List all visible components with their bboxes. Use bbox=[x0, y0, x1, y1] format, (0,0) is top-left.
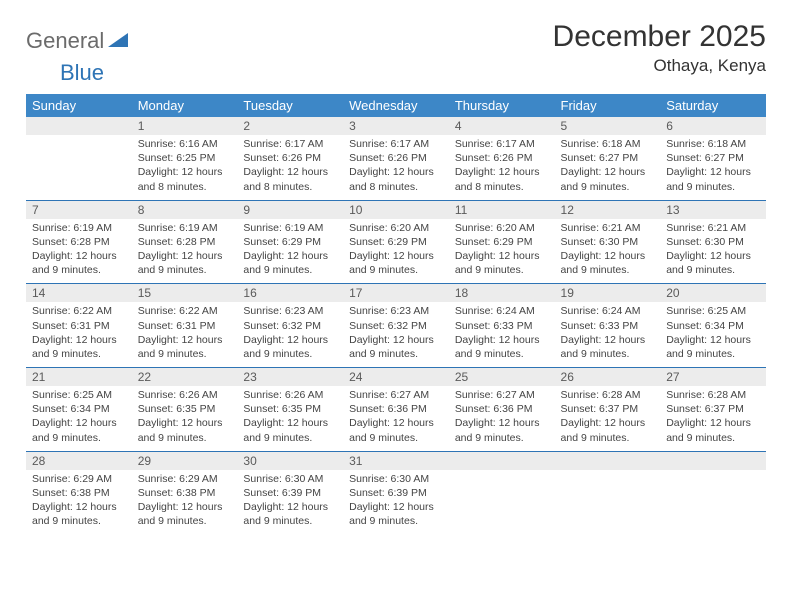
day-info-cell bbox=[26, 135, 132, 200]
weekday-header: Wednesday bbox=[343, 94, 449, 117]
weekday-header: Thursday bbox=[449, 94, 555, 117]
day-number-cell: 27 bbox=[660, 368, 766, 387]
day-number-cell: 28 bbox=[26, 451, 132, 470]
day-info-row: Sunrise: 6:19 AM Sunset: 6:28 PM Dayligh… bbox=[26, 219, 766, 284]
day-info-cell: Sunrise: 6:25 AM Sunset: 6:34 PM Dayligh… bbox=[26, 386, 132, 451]
calendar-table: Sunday Monday Tuesday Wednesday Thursday… bbox=[26, 94, 766, 534]
day-info-cell: Sunrise: 6:30 AM Sunset: 6:39 PM Dayligh… bbox=[343, 470, 449, 535]
day-info-cell: Sunrise: 6:18 AM Sunset: 6:27 PM Dayligh… bbox=[660, 135, 766, 200]
day-number-cell: 19 bbox=[555, 284, 661, 303]
day-number-cell: 5 bbox=[555, 117, 661, 135]
day-info-cell: Sunrise: 6:24 AM Sunset: 6:33 PM Dayligh… bbox=[555, 302, 661, 367]
day-info-row: Sunrise: 6:29 AM Sunset: 6:38 PM Dayligh… bbox=[26, 470, 766, 535]
daynum-row: 14151617181920 bbox=[26, 284, 766, 303]
day-info-cell: Sunrise: 6:19 AM Sunset: 6:28 PM Dayligh… bbox=[132, 219, 238, 284]
day-info-row: Sunrise: 6:16 AM Sunset: 6:25 PM Dayligh… bbox=[26, 135, 766, 200]
day-number-cell: 24 bbox=[343, 368, 449, 387]
day-number-cell: 21 bbox=[26, 368, 132, 387]
day-number-cell bbox=[26, 117, 132, 135]
day-number-cell bbox=[449, 451, 555, 470]
day-info-cell: Sunrise: 6:20 AM Sunset: 6:29 PM Dayligh… bbox=[343, 219, 449, 284]
day-info-cell: Sunrise: 6:17 AM Sunset: 6:26 PM Dayligh… bbox=[237, 135, 343, 200]
day-number-cell: 1 bbox=[132, 117, 238, 135]
day-info-cell: Sunrise: 6:19 AM Sunset: 6:28 PM Dayligh… bbox=[26, 219, 132, 284]
day-number-cell: 15 bbox=[132, 284, 238, 303]
day-number-cell: 2 bbox=[237, 117, 343, 135]
day-number-cell: 22 bbox=[132, 368, 238, 387]
logo-triangle-icon bbox=[108, 31, 128, 52]
logo-text-blue: Blue bbox=[26, 60, 104, 85]
weekday-header: Saturday bbox=[660, 94, 766, 117]
day-info-cell: Sunrise: 6:29 AM Sunset: 6:38 PM Dayligh… bbox=[26, 470, 132, 535]
day-info-cell: Sunrise: 6:29 AM Sunset: 6:38 PM Dayligh… bbox=[132, 470, 238, 535]
day-info-cell: Sunrise: 6:22 AM Sunset: 6:31 PM Dayligh… bbox=[132, 302, 238, 367]
day-info-row: Sunrise: 6:22 AM Sunset: 6:31 PM Dayligh… bbox=[26, 302, 766, 367]
day-info-cell bbox=[449, 470, 555, 535]
day-info-cell: Sunrise: 6:27 AM Sunset: 6:36 PM Dayligh… bbox=[343, 386, 449, 451]
weekday-header: Friday bbox=[555, 94, 661, 117]
day-number-cell: 14 bbox=[26, 284, 132, 303]
day-info-cell: Sunrise: 6:30 AM Sunset: 6:39 PM Dayligh… bbox=[237, 470, 343, 535]
day-info-cell: Sunrise: 6:21 AM Sunset: 6:30 PM Dayligh… bbox=[660, 219, 766, 284]
day-number-cell: 26 bbox=[555, 368, 661, 387]
day-info-cell: Sunrise: 6:23 AM Sunset: 6:32 PM Dayligh… bbox=[237, 302, 343, 367]
weekday-header: Tuesday bbox=[237, 94, 343, 117]
day-number-cell: 20 bbox=[660, 284, 766, 303]
daynum-row: 21222324252627 bbox=[26, 368, 766, 387]
day-number-cell: 6 bbox=[660, 117, 766, 135]
day-info-cell: Sunrise: 6:28 AM Sunset: 6:37 PM Dayligh… bbox=[660, 386, 766, 451]
day-info-cell: Sunrise: 6:26 AM Sunset: 6:35 PM Dayligh… bbox=[132, 386, 238, 451]
day-info-cell: Sunrise: 6:26 AM Sunset: 6:35 PM Dayligh… bbox=[237, 386, 343, 451]
day-info-cell: Sunrise: 6:22 AM Sunset: 6:31 PM Dayligh… bbox=[26, 302, 132, 367]
day-info-cell: Sunrise: 6:18 AM Sunset: 6:27 PM Dayligh… bbox=[555, 135, 661, 200]
day-info-cell: Sunrise: 6:23 AM Sunset: 6:32 PM Dayligh… bbox=[343, 302, 449, 367]
weekday-header: Monday bbox=[132, 94, 238, 117]
day-number-cell: 25 bbox=[449, 368, 555, 387]
day-number-cell: 12 bbox=[555, 200, 661, 219]
day-number-cell: 13 bbox=[660, 200, 766, 219]
weekday-header: Sunday bbox=[26, 94, 132, 117]
logo: General bbox=[26, 20, 130, 54]
day-number-cell: 18 bbox=[449, 284, 555, 303]
day-number-cell: 17 bbox=[343, 284, 449, 303]
day-number-cell: 9 bbox=[237, 200, 343, 219]
day-number-cell: 23 bbox=[237, 368, 343, 387]
day-info-row: Sunrise: 6:25 AM Sunset: 6:34 PM Dayligh… bbox=[26, 386, 766, 451]
day-info-cell: Sunrise: 6:16 AM Sunset: 6:25 PM Dayligh… bbox=[132, 135, 238, 200]
day-number-cell: 8 bbox=[132, 200, 238, 219]
day-info-cell: Sunrise: 6:28 AM Sunset: 6:37 PM Dayligh… bbox=[555, 386, 661, 451]
day-number-cell: 7 bbox=[26, 200, 132, 219]
day-number-cell: 30 bbox=[237, 451, 343, 470]
calendar-page: General December 2025 Othaya, Kenya Blue… bbox=[0, 0, 792, 554]
day-info-cell: Sunrise: 6:24 AM Sunset: 6:33 PM Dayligh… bbox=[449, 302, 555, 367]
day-number-cell bbox=[555, 451, 661, 470]
daynum-row: 28293031 bbox=[26, 451, 766, 470]
month-title: December 2025 bbox=[553, 20, 766, 54]
daynum-row: 123456 bbox=[26, 117, 766, 135]
day-info-cell: Sunrise: 6:20 AM Sunset: 6:29 PM Dayligh… bbox=[449, 219, 555, 284]
day-number-cell: 3 bbox=[343, 117, 449, 135]
logo-text-general: General bbox=[26, 28, 104, 54]
day-number-cell: 4 bbox=[449, 117, 555, 135]
day-info-cell bbox=[555, 470, 661, 535]
day-info-cell: Sunrise: 6:17 AM Sunset: 6:26 PM Dayligh… bbox=[449, 135, 555, 200]
weekday-header-row: Sunday Monday Tuesday Wednesday Thursday… bbox=[26, 94, 766, 117]
day-info-cell: Sunrise: 6:25 AM Sunset: 6:34 PM Dayligh… bbox=[660, 302, 766, 367]
day-number-cell: 31 bbox=[343, 451, 449, 470]
day-number-cell: 11 bbox=[449, 200, 555, 219]
day-number-cell: 29 bbox=[132, 451, 238, 470]
daynum-row: 78910111213 bbox=[26, 200, 766, 219]
day-number-cell: 16 bbox=[237, 284, 343, 303]
day-info-cell: Sunrise: 6:27 AM Sunset: 6:36 PM Dayligh… bbox=[449, 386, 555, 451]
day-number-cell: 10 bbox=[343, 200, 449, 219]
day-number-cell bbox=[660, 451, 766, 470]
day-info-cell bbox=[660, 470, 766, 535]
day-info-cell: Sunrise: 6:19 AM Sunset: 6:29 PM Dayligh… bbox=[237, 219, 343, 284]
day-info-cell: Sunrise: 6:21 AM Sunset: 6:30 PM Dayligh… bbox=[555, 219, 661, 284]
day-info-cell: Sunrise: 6:17 AM Sunset: 6:26 PM Dayligh… bbox=[343, 135, 449, 200]
